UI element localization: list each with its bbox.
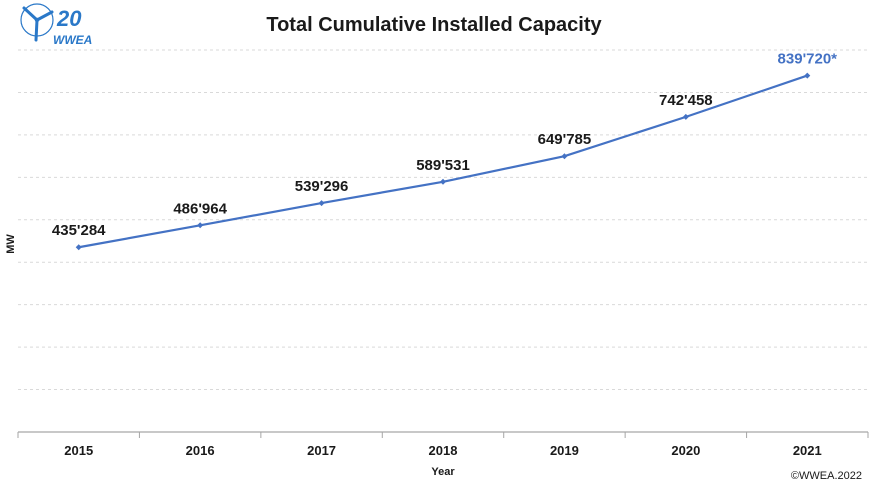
series-group: 435'284 486'964 539'296 589'531 649'785 742'4…: [52, 51, 837, 251]
x-axis-title: Year: [431, 466, 455, 478]
data-point: [197, 222, 204, 229]
logo-text: WWEA: [53, 33, 92, 47]
copyright-text: ©WWEA.2022: [791, 470, 862, 482]
logo-number: 20: [56, 6, 82, 31]
wind-turbine-icon: [20, 3, 54, 42]
x-tick-label: 2020: [671, 443, 700, 458]
x-tick-label: 2015: [64, 443, 93, 458]
data-label: 742'458: [659, 92, 713, 109]
x-tick-label: 2021: [793, 443, 822, 458]
y-axis-title: MW: [5, 234, 17, 254]
data-label: 589'531: [416, 157, 470, 174]
data-label: 486'964: [173, 200, 227, 217]
data-label: 539'296: [295, 178, 349, 195]
x-tick-label: 2018: [429, 443, 458, 458]
data-point: [75, 244, 82, 251]
gridlines: [18, 49, 868, 391]
data-point: [682, 113, 689, 120]
data-point: [440, 178, 446, 185]
data-label: 839'720*: [778, 51, 838, 68]
data-label: 649'785: [538, 131, 592, 148]
x-tick-label: 2017: [307, 443, 336, 458]
data-point: [318, 200, 325, 207]
data-point: [804, 72, 811, 79]
x-tick-label: 2016: [186, 443, 215, 458]
x-axis: 2015 2016 2017 2018 2019 2020 2021: [17, 431, 869, 458]
data-point: [561, 153, 568, 160]
x-tick-label: 2019: [550, 443, 579, 458]
data-label: 435'284: [52, 222, 106, 239]
wwea-logo: 20 WWEA: [20, 3, 92, 47]
chart-title: Total Cumulative Installed Capacity: [266, 14, 602, 36]
